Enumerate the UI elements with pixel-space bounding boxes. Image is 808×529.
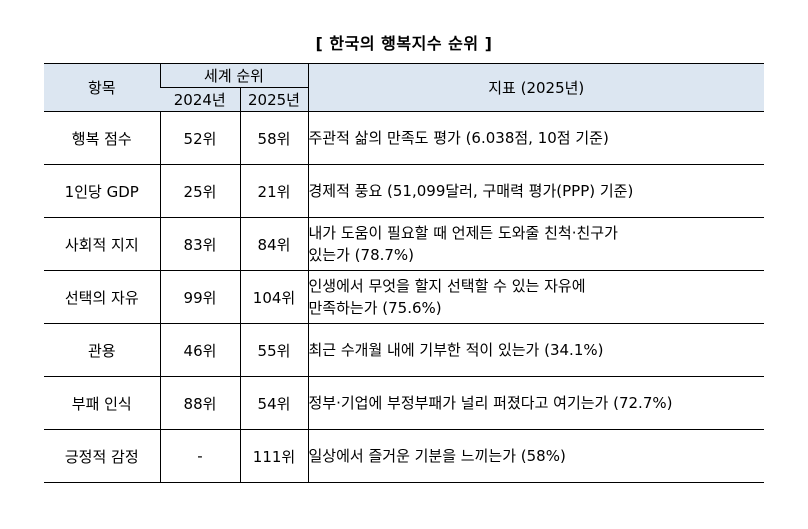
rank-2024-cell: 46위 xyxy=(159,323,240,377)
table-row: 1인당 GDP 25위 21위 경제적 풍요 (51,099달러, 구매력 평가(PP… xyxy=(44,164,764,218)
table-row: 부패 인식 88위 54위 정부·기업에 부정부패가 널리 퍼졌다고 여기는가 (72… xyxy=(44,376,764,430)
rank-2025-cell: 111위 xyxy=(239,429,308,483)
table-body: 행복 점수 52위 58위 주관적 삶의 만족도 평가 (6.038점, 10점 기준… xyxy=(44,111,764,483)
item-cell: 부패 인식 xyxy=(44,376,160,430)
header-row-2: 2024년 2025년 xyxy=(44,87,764,112)
table-row: 행복 점수 52위 58위 주관적 삶의 만족도 평가 (6.038점, 10점 기준… xyxy=(44,111,764,165)
item-cell: 긍정적 감정 xyxy=(44,429,160,483)
rank-2024-cell: 52위 xyxy=(159,111,240,165)
indicator-line: 최근 수개월 내에 기부한 적이 있는가 (34.1%) xyxy=(308,341,604,359)
indicator-cell: 최근 수개월 내에 기부한 적이 있는가 (34.1%) xyxy=(307,323,764,377)
rank-2025-cell: 21위 xyxy=(239,164,308,218)
header-row-1: 항목 세계 순위 지표 (2025년) xyxy=(44,63,764,112)
header-indicator: 지표 (2025년) xyxy=(307,63,764,112)
indicator-line: 주관적 삶의 만족도 평가 (6.038점, 10점 기준) xyxy=(308,129,609,147)
rank-2024-cell: 83위 xyxy=(159,217,240,271)
item-cell: 사회적 지지 xyxy=(44,217,160,271)
indicator-line: 경제적 풍요 (51,099달러, 구매력 평가(PPP) 기준) xyxy=(308,182,634,200)
header-world-rank: 세계 순위 xyxy=(159,63,308,88)
rank-2025-cell: 58위 xyxy=(239,111,308,165)
header-year-2025: 2025년 xyxy=(239,87,308,112)
indicator-line: 인생에서 무엇을 할지 선택할 수 있는 자유에 xyxy=(308,277,586,295)
rank-2024-cell: 25위 xyxy=(159,164,240,218)
rank-2025-cell: 54위 xyxy=(239,376,308,430)
indicator-line: 내가 도움이 필요할 때 언제든 도와줄 친척·친구가 xyxy=(308,224,618,242)
header-item: 항목 xyxy=(44,63,160,112)
rank-2024-cell: - xyxy=(159,429,240,483)
rank-2025-cell: 55위 xyxy=(239,323,308,377)
rank-2024-cell: 99위 xyxy=(159,270,240,324)
indicator-cell: 주관적 삶의 만족도 평가 (6.038점, 10점 기준) xyxy=(307,111,764,165)
item-cell: 선택의 자유 xyxy=(44,270,160,324)
indicator-cell: 정부·기업에 부정부패가 널리 퍼졌다고 여기는가 (72.7%) xyxy=(307,376,764,430)
rank-2025-cell: 84위 xyxy=(239,217,308,271)
indicator-line: 있는가 (78.7%) xyxy=(308,246,415,264)
item-cell: 1인당 GDP xyxy=(44,164,160,218)
indicator-cell: 경제적 풍요 (51,099달러, 구매력 평가(PPP) 기준) xyxy=(307,164,764,218)
happiness-rank-table: 항목 세계 순위 지표 (2025년) 2024년 2025년 행복 점수 52위… xyxy=(44,63,764,483)
table-row: 관용 46위 55위 최근 수개월 내에 기부한 적이 있는가 (34.1%) xyxy=(44,323,764,377)
rank-2025-cell: 104위 xyxy=(239,270,308,324)
indicator-line: 정부·기업에 부정부패가 널리 퍼졌다고 여기는가 (72.7%) xyxy=(308,394,673,412)
item-cell: 행복 점수 xyxy=(44,111,160,165)
item-cell: 관용 xyxy=(44,323,160,377)
indicator-line: 만족하는가 (75.6%) xyxy=(308,299,442,317)
indicator-line: 일상에서 즐거운 기분을 느끼는가 (58%) xyxy=(308,447,566,465)
page-title: [ 한국의 행복지수 순위 ] xyxy=(315,34,493,53)
rank-2024-cell: 88위 xyxy=(159,376,240,430)
indicator-cell: 일상에서 즐거운 기분을 느끼는가 (58%) xyxy=(307,429,764,483)
header-year-2024: 2024년 xyxy=(160,87,240,112)
table-row: 긍정적 감정 -111위 일상에서 즐거운 기분을 느끼는가 (58%) xyxy=(44,429,764,483)
